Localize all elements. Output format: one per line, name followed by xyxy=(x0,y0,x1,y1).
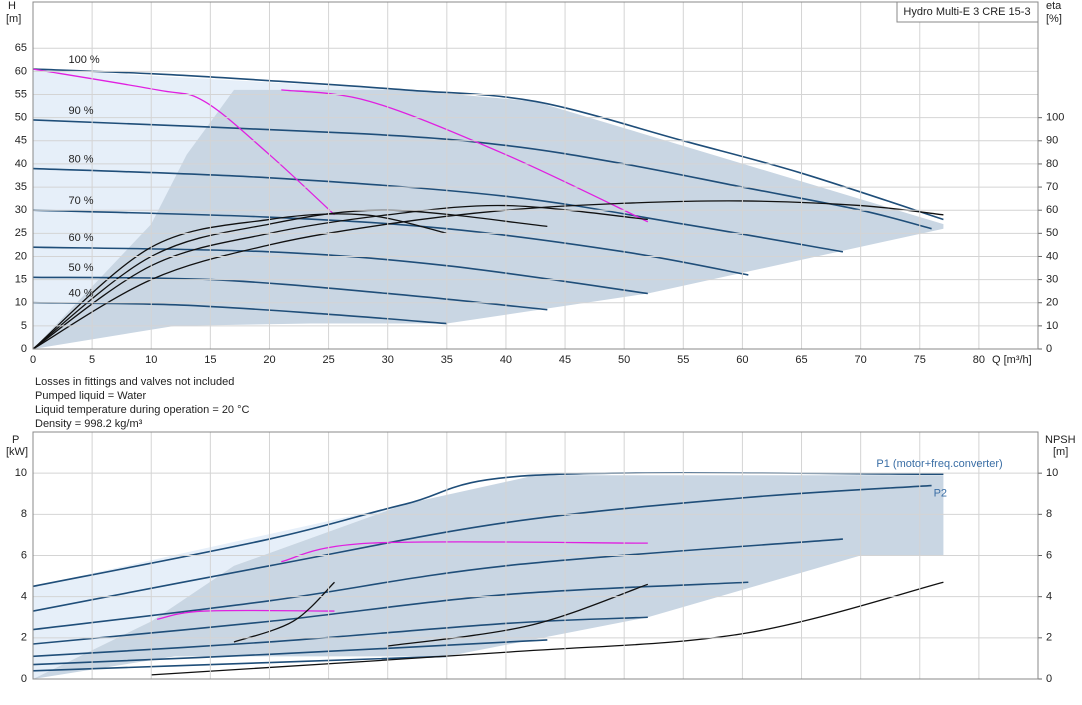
title-box xyxy=(896,1,1039,23)
y2-unit: [m] xyxy=(1053,446,1068,458)
speed-label: 90 % xyxy=(68,105,93,117)
y2-tick-label: 6 xyxy=(1046,549,1052,561)
x-tick-label: 55 xyxy=(677,354,689,366)
y-label: P xyxy=(12,434,19,446)
x-tick-label: 5 xyxy=(89,354,95,366)
series-label: P2 xyxy=(934,487,947,499)
y-tick-label: 60 xyxy=(15,65,27,77)
y-tick-label: 30 xyxy=(15,204,27,216)
note: Pumped liquid = Water xyxy=(35,390,147,402)
speed-label: 80 % xyxy=(68,153,93,165)
x-tick-label: 45 xyxy=(559,354,571,366)
y2-tick-label: 4 xyxy=(1046,591,1052,603)
x-tick-label: 30 xyxy=(382,354,394,366)
y2-tick-label: 100 xyxy=(1046,112,1064,124)
y2-tick-label: 20 xyxy=(1046,297,1058,309)
y-label: H xyxy=(8,0,16,12)
speed-label: 100 % xyxy=(68,54,99,66)
curve xyxy=(387,583,649,647)
y2-tick-label: 0 xyxy=(1046,673,1052,685)
y2-tick-label: 2 xyxy=(1046,632,1052,644)
x-tick-label: 65 xyxy=(795,354,807,366)
x-tick-label: 60 xyxy=(736,354,748,366)
y2-label: NPSH xyxy=(1045,434,1076,446)
y2-tick-label: 70 xyxy=(1046,181,1058,193)
y2-tick-label: 30 xyxy=(1046,274,1058,286)
y-tick-label: 35 xyxy=(15,181,27,193)
note: Losses in fittings and valves not includ… xyxy=(35,376,234,388)
y-tick-label: 40 xyxy=(15,158,27,170)
y-tick-label: 20 xyxy=(15,250,27,262)
x-tick-label: 70 xyxy=(855,354,867,366)
y-tick-label: 5 xyxy=(21,320,27,332)
y-tick-label: 55 xyxy=(15,88,27,100)
y-tick-label: 50 xyxy=(15,112,27,124)
y2-label: eta xyxy=(1046,0,1062,12)
plot xyxy=(33,471,944,679)
y-tick-label: 4 xyxy=(21,591,27,603)
x-tick-label: 25 xyxy=(322,354,334,366)
x-tick-label: 40 xyxy=(500,354,512,366)
y-tick-label: 25 xyxy=(15,227,27,239)
curve xyxy=(33,538,843,631)
x-label: Q [m³/h] xyxy=(992,354,1032,366)
y2-tick-label: 40 xyxy=(1046,250,1058,262)
curve xyxy=(33,68,335,216)
y-unit: [m] xyxy=(6,13,21,25)
note: Liquid temperature during operation = 20… xyxy=(35,404,250,416)
speed-label: 70 % xyxy=(68,195,93,207)
curve xyxy=(33,616,648,658)
note: Density = 998.2 kg/m³ xyxy=(35,418,143,430)
x-tick-label: 80 xyxy=(973,354,985,366)
chart-title: Hydro Multi-E 3 CRE 15-3 xyxy=(903,6,1030,18)
y-tick-label: 2 xyxy=(21,632,27,644)
series-label: P1 (motor+freq.converter) xyxy=(876,458,1002,470)
x-tick-label: 0 xyxy=(30,354,36,366)
y2-tick-label: 50 xyxy=(1046,227,1058,239)
x-tick-label: 50 xyxy=(618,354,630,366)
y2-tick-label: 80 xyxy=(1046,158,1058,170)
speed-label: 50 % xyxy=(68,262,93,274)
y-tick-label: 15 xyxy=(15,274,27,286)
y-tick-label: 65 xyxy=(15,42,27,54)
x-tick-label: 10 xyxy=(145,354,157,366)
y2-tick-label: 90 xyxy=(1046,135,1058,147)
x-tick-label: 75 xyxy=(914,354,926,366)
y-tick-label: 10 xyxy=(15,297,27,309)
y-tick-label: 0 xyxy=(21,343,27,355)
y-tick-label: 10 xyxy=(15,467,27,479)
y-tick-label: 8 xyxy=(21,508,27,520)
plot-frame xyxy=(32,1,1039,350)
y-tick-label: 45 xyxy=(15,135,27,147)
y2-unit: [%] xyxy=(1046,13,1062,25)
curve xyxy=(33,119,932,230)
curve xyxy=(157,609,335,620)
operating-area xyxy=(33,475,944,679)
curve xyxy=(33,276,548,311)
x-tick-label: 35 xyxy=(441,354,453,366)
curve xyxy=(33,213,447,349)
curve xyxy=(151,581,944,676)
speed-label: 40 % xyxy=(68,288,93,300)
curve xyxy=(281,541,648,563)
y-tick-label: 0 xyxy=(21,673,27,685)
y2-tick-label: 10 xyxy=(1046,467,1058,479)
y-unit: [kW] xyxy=(6,446,28,458)
curve xyxy=(33,68,944,221)
curve xyxy=(281,89,649,223)
x-tick-label: 20 xyxy=(263,354,275,366)
y2-tick-label: 10 xyxy=(1046,320,1058,332)
operating-area xyxy=(33,504,406,679)
speed-label: 60 % xyxy=(68,232,93,244)
operating-area xyxy=(33,69,406,349)
x-tick-label: 15 xyxy=(204,354,216,366)
plot-frame xyxy=(32,431,1039,680)
y-tick-label: 6 xyxy=(21,549,27,561)
y2-tick-label: 0 xyxy=(1046,343,1052,355)
y2-tick-label: 8 xyxy=(1046,508,1052,520)
curve xyxy=(33,167,844,253)
y2-tick-label: 60 xyxy=(1046,204,1058,216)
